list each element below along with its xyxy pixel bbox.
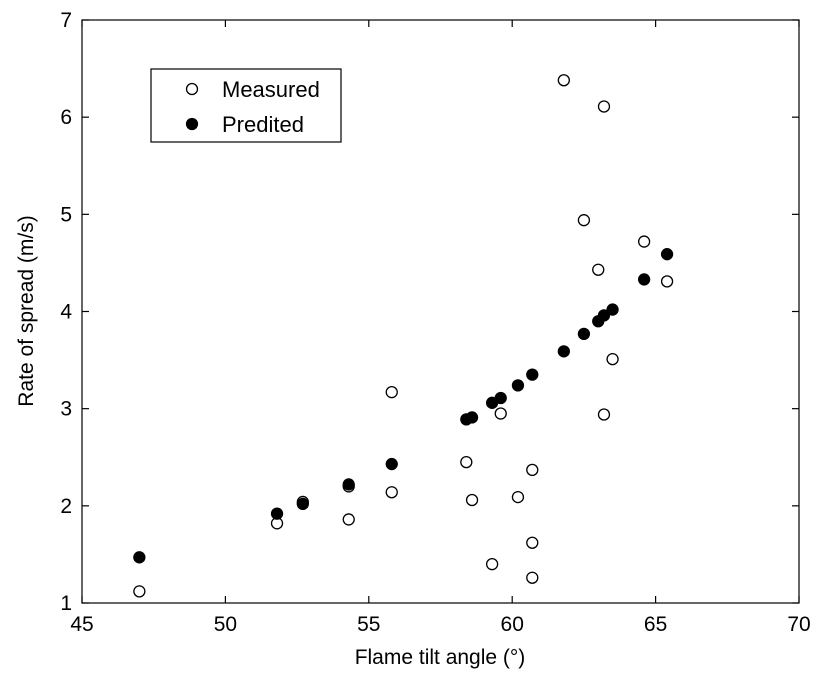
- predicted-point: [660, 248, 674, 261]
- x-tick-label: 65: [644, 613, 667, 636]
- predicted-point: [133, 551, 146, 564]
- measured-point: [660, 275, 674, 288]
- measured-point: [526, 536, 539, 549]
- measured-point: [511, 490, 525, 504]
- x-axis-label: Flame tilt angle (°): [355, 646, 526, 669]
- x-tick-label: 50: [214, 613, 237, 636]
- legend-label-predicted: Predited: [222, 112, 304, 137]
- predicted-point: [637, 273, 651, 286]
- y-tick-label: 2: [60, 495, 72, 518]
- predicted-point: [526, 368, 539, 381]
- predicted-point: [597, 309, 611, 322]
- measured-point: [460, 455, 473, 469]
- predicted-point: [494, 391, 507, 405]
- measured-point: [494, 407, 507, 420]
- legend: Measured Predited: [150, 68, 342, 143]
- x-axis-ticks: 45 50 55 60 65 70: [70, 20, 811, 636]
- predicted-point: [270, 507, 284, 520]
- x-tick-label: 55: [357, 613, 380, 636]
- y-tick-label: 1: [60, 592, 72, 615]
- measured-point: [526, 571, 539, 584]
- measured-point: [385, 385, 398, 399]
- measured-point: [342, 513, 355, 526]
- predicted-point: [511, 379, 525, 392]
- measured-point: [592, 263, 605, 276]
- measured-point: [577, 214, 591, 227]
- measured-point: [465, 493, 479, 507]
- measured-point: [637, 235, 651, 248]
- y-axis-ticks: 1 2 3 4 5 6 7: [60, 9, 799, 615]
- x-tick-label: 70: [787, 613, 810, 636]
- measured-point: [385, 486, 398, 499]
- predicted-point: [342, 478, 355, 491]
- measured-point: [557, 74, 570, 87]
- y-axis-label: Rate of spread (m/s): [15, 215, 38, 406]
- legend-label-measured: Measured: [222, 77, 320, 102]
- measured-point: [597, 408, 611, 421]
- x-tick-label: 60: [501, 613, 524, 636]
- predicted-point: [385, 457, 398, 471]
- legend-marker-measured: [185, 82, 199, 96]
- measured-point: [597, 100, 611, 113]
- measured-point: [133, 585, 146, 598]
- measured-point: [526, 463, 539, 477]
- y-tick-label: 4: [60, 301, 72, 324]
- predicted-point: [296, 497, 309, 511]
- data-markers: [133, 74, 674, 598]
- measured-point: [606, 352, 619, 366]
- predicted-point: [465, 411, 479, 424]
- x-tick-label: 45: [70, 613, 93, 636]
- y-tick-label: 3: [60, 398, 72, 421]
- predicted-point: [606, 303, 619, 316]
- predicted-point: [577, 327, 591, 340]
- y-tick-label: 7: [60, 9, 72, 32]
- y-tick-label: 6: [60, 106, 72, 129]
- y-tick-label: 5: [60, 203, 72, 226]
- measured-point: [485, 557, 499, 571]
- legend-box: [150, 68, 342, 143]
- legend-marker-predicted: [185, 117, 199, 131]
- predicted-point: [557, 345, 570, 358]
